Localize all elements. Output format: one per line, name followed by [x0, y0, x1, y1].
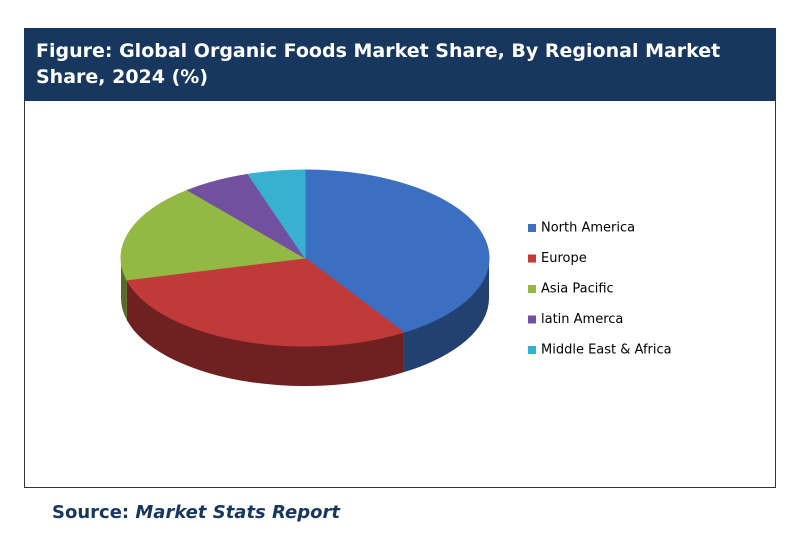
source-name: Market Stats Report	[135, 502, 340, 523]
slice	[125, 257, 405, 347]
legend-swatch	[528, 285, 536, 293]
legend-swatch	[528, 224, 536, 232]
slice-side	[126, 279, 404, 386]
legend-swatch	[528, 254, 536, 263]
legend-label: latin Amerca	[541, 312, 623, 327]
slice	[247, 169, 306, 260]
slice-side	[121, 258, 127, 320]
slice	[120, 189, 307, 281]
legend-label: Europe	[541, 251, 587, 266]
slice-side-shade	[121, 258, 127, 320]
slice-side	[403, 258, 489, 373]
legend-label: North America	[541, 221, 635, 236]
legend-label: Asia Pacific	[541, 282, 614, 297]
legend-swatch	[528, 315, 536, 324]
chart-title: Figure: Global Organic Foods Market Shar…	[24, 28, 776, 101]
slice	[304, 169, 490, 333]
source-label: Source:	[52, 502, 130, 523]
source: Source: Market Stats Report	[52, 502, 340, 523]
legend-swatch	[528, 346, 536, 354]
slice-side-shade	[126, 279, 404, 386]
slice-side-shade	[403, 258, 489, 373]
chart-frame	[24, 101, 776, 488]
legend-label: Middle East & Africa	[541, 343, 672, 358]
